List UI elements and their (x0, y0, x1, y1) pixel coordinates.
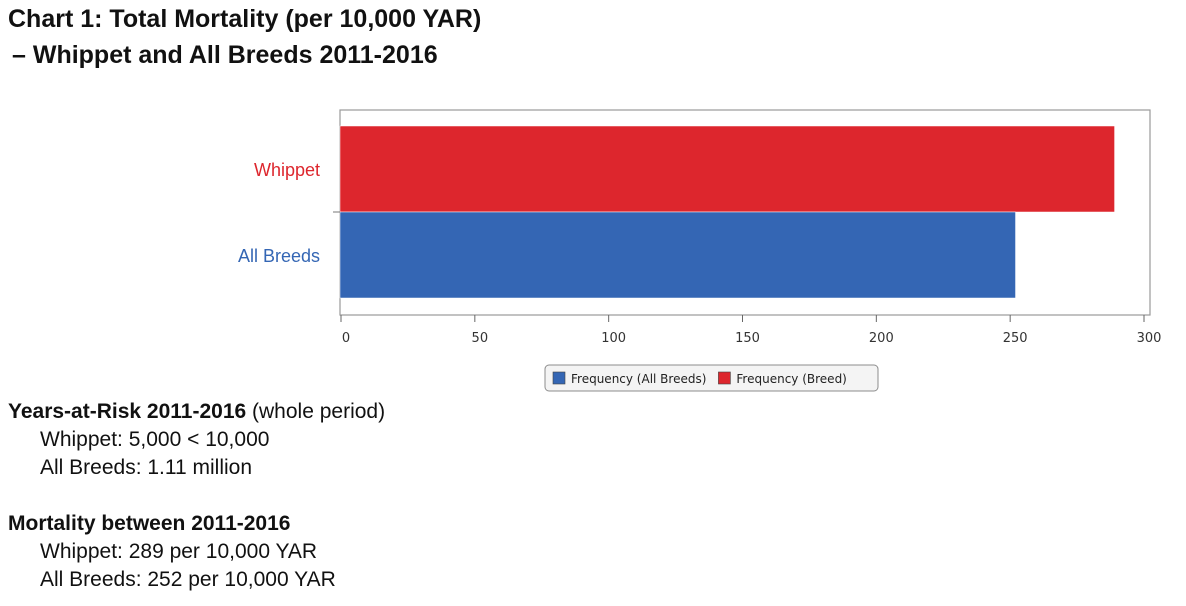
mortality-whippet: Whippet: 289 per 10,000 YAR (40, 540, 318, 563)
mortality-all-breeds: All Breeds: 252 per 10,000 YAR (40, 568, 336, 591)
chart-title-line-1: Chart 1: Total Mortality (per 10,000 YAR… (8, 5, 482, 33)
bar-chart: 0 50 100 150 200 250 300 Whippet All Breeds Fre… (238, 109, 1162, 392)
legend-label: Frequency (All Breeds) (571, 372, 706, 386)
mortality-heading: Mortality between 2011-2016 (8, 512, 291, 535)
category-labels: Whippet All Breeds (238, 160, 340, 266)
x-tick-label: 50 (472, 331, 489, 346)
x-tick-label: 300 (1137, 331, 1162, 346)
years-at-risk-heading: Years-at-Risk 2011-2016 (whole period) (8, 400, 386, 423)
x-tick-label: 0 (342, 331, 350, 346)
bar-all-breeds (339, 211, 1016, 299)
x-tick-label: 150 (735, 331, 760, 346)
years-at-risk-whippet: Whippet: 5,000 < 10,000 (40, 428, 270, 451)
x-tick-label: 250 (1003, 331, 1028, 346)
legend-swatch (718, 371, 731, 385)
x-tick-label: 200 (869, 331, 894, 346)
category-label: All Breeds (238, 246, 320, 266)
years-at-risk-section: Years-at-Risk 2011-2016 (whole period) W… (8, 398, 385, 482)
chart-title-line-2: – Whippet and All Breeds 2011-2016 (12, 41, 438, 69)
x-axis: 0 50 100 150 200 250 300 (340, 315, 1162, 346)
legend-label: Frequency (Breed) (736, 372, 846, 386)
legend-swatch (552, 371, 566, 385)
chart-legend: Frequency (All Breeds) Frequency (Breed) (544, 364, 879, 392)
mortality-section: Mortality between 2011-2016 Whippet: 289… (8, 510, 336, 594)
bar-whippet (339, 125, 1115, 213)
legend-box (544, 364, 879, 392)
plot-area (339, 109, 1151, 316)
years-at-risk-all-breeds: All Breeds: 1.11 million (40, 456, 253, 479)
x-tick-label: 100 (601, 331, 626, 346)
category-label: Whippet (254, 160, 320, 180)
